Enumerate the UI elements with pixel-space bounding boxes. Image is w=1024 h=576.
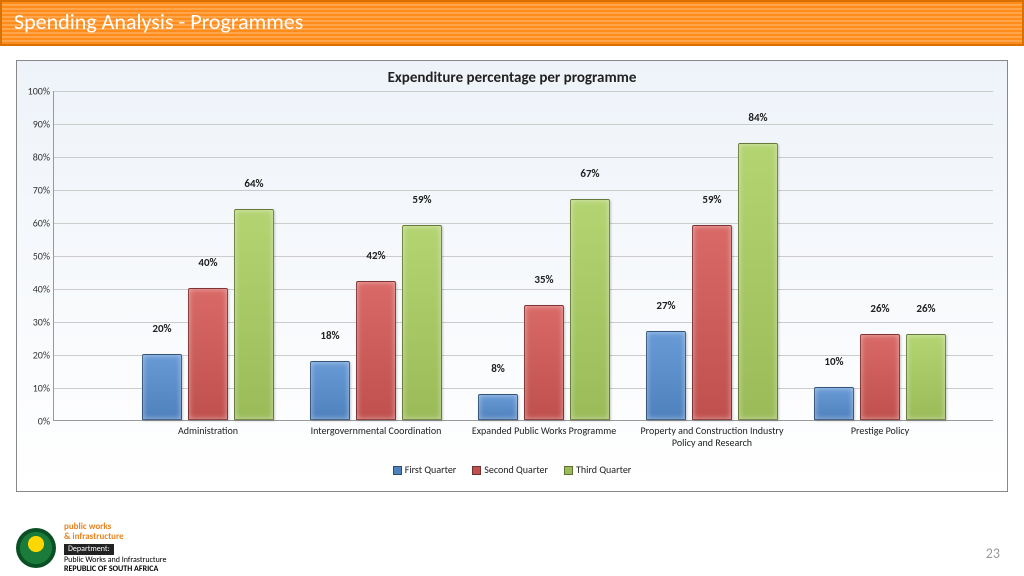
x-category-label: Prestige Policy <box>796 425 964 437</box>
x-category-label: Administration <box>124 425 292 437</box>
bar-value-label: 10% <box>814 355 854 371</box>
bar <box>570 199 610 420</box>
bar <box>738 143 778 420</box>
chart-legend: First Quarter Second Quarter Third Quarter <box>27 463 997 476</box>
bar <box>692 225 732 420</box>
slide-title: Spending Analysis - Programmes <box>14 8 303 35</box>
legend-item: Second Quarter <box>472 463 548 476</box>
y-tick-label: 30% <box>22 316 50 329</box>
bar-value-label: 84% <box>738 111 778 127</box>
bar-value-label: 27% <box>646 299 686 315</box>
y-tick-label: 10% <box>22 382 50 395</box>
y-tick-label: 100% <box>22 85 50 98</box>
legend-label: Third Quarter <box>576 463 631 476</box>
x-category-label: Expanded Public Works Programme <box>460 425 628 437</box>
bar <box>906 334 946 420</box>
legend-item: Third Quarter <box>564 463 631 476</box>
slide-title-bar: Spending Analysis - Programmes <box>0 0 1024 46</box>
bar <box>234 209 274 420</box>
y-tick-label: 0% <box>22 415 50 428</box>
bar-value-label: 59% <box>402 193 442 209</box>
bar <box>646 331 686 420</box>
x-category-label: Property and Construction Industry Polic… <box>628 425 796 448</box>
footer: public works & infrastructure Department… <box>0 520 1024 576</box>
bar-value-label: 26% <box>906 302 946 318</box>
bar <box>860 334 900 420</box>
legend-swatch <box>393 466 402 475</box>
bar-value-label: 42% <box>356 249 396 265</box>
y-tick-label: 50% <box>22 250 50 263</box>
dept-label: Department: <box>64 544 114 555</box>
legend-item: First Quarter <box>393 463 457 476</box>
legend-label: Second Quarter <box>484 463 548 476</box>
bar <box>402 225 442 420</box>
x-category-label: Intergovernmental Coordination <box>292 425 460 437</box>
brand-line2: & infrastructure <box>64 531 124 542</box>
bar <box>814 387 854 420</box>
bar-value-label: 59% <box>692 193 732 209</box>
bar <box>142 354 182 420</box>
legend-swatch <box>564 466 573 475</box>
bar-cluster: 8% 35% 67% <box>460 91 628 420</box>
y-tick-label: 40% <box>22 283 50 296</box>
page-number: 23 <box>986 545 1000 562</box>
bar-cluster: 20% 40% 64% <box>124 91 292 420</box>
y-tick-label: 80% <box>22 151 50 164</box>
bar <box>356 281 396 420</box>
bar-value-label: 64% <box>234 177 274 193</box>
y-tick-label: 20% <box>22 349 50 362</box>
y-tick-label: 70% <box>22 184 50 197</box>
chart-plot-area: 0%10%20%30%40%50%60%70%80%90%100%20%40%6… <box>53 91 993 421</box>
dept-line2: REPUBLIC OF SOUTH AFRICA <box>64 565 166 574</box>
bar-value-label: 26% <box>860 302 900 318</box>
bar-cluster: 18% 42% 59% <box>292 91 460 420</box>
bar <box>310 361 350 420</box>
bar <box>478 394 518 420</box>
bar-value-label: 40% <box>188 256 228 272</box>
chart-title: Expenditure percentage per programme <box>27 69 997 87</box>
bar-cluster: 10% 26% 26% <box>796 91 964 420</box>
y-tick-label: 60% <box>22 217 50 230</box>
bar-value-label: 67% <box>570 167 610 183</box>
chart-container: Expenditure percentage per programme 0% 1… <box>16 60 1008 492</box>
coat-of-arms-icon <box>16 528 56 568</box>
bar-value-label: 8% <box>478 362 518 378</box>
legend-swatch <box>472 466 481 475</box>
bar-cluster: 27% 59% 84% <box>628 91 796 420</box>
bar-value-label: 18% <box>310 329 350 345</box>
bar <box>524 305 564 421</box>
bar <box>188 288 228 420</box>
y-tick-label: 90% <box>22 118 50 131</box>
legend-label: First Quarter <box>405 463 457 476</box>
bar-value-label: 20% <box>142 322 182 338</box>
bar-value-label: 35% <box>524 273 564 289</box>
department-block: public works & infrastructure Department… <box>64 522 166 574</box>
brand-line1: public works <box>64 521 111 532</box>
